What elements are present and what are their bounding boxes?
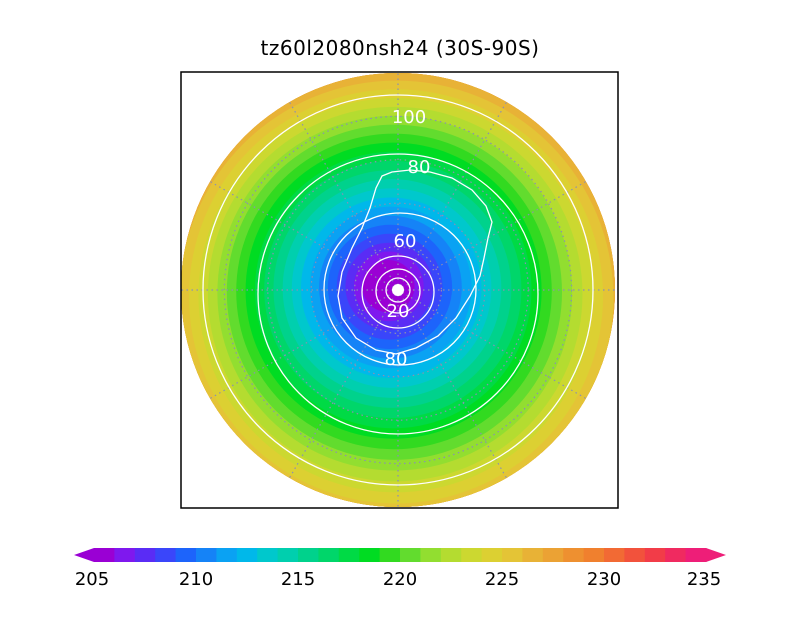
contour-ring	[385, 277, 411, 303]
longitude-line	[209, 180, 399, 291]
contour-ring	[361, 255, 435, 329]
contour-80-loop	[337, 169, 493, 355]
contour-label-center: 20	[387, 301, 410, 322]
colorbar-tick-220: 220	[383, 569, 417, 590]
longitude-line	[288, 101, 399, 291]
colorbar-bin-206	[114, 548, 136, 562]
colorbar-bin-214	[277, 548, 299, 562]
colorbar-tick-235: 235	[687, 569, 721, 590]
colorbar-tick-labels: 205 210 215 220 225 230 235	[75, 569, 721, 590]
latitude-circle	[354, 246, 443, 335]
colorbar-bin-227	[542, 548, 564, 562]
colorbar-bin-211	[216, 548, 238, 562]
colorbar-bin-234	[685, 548, 707, 562]
colorbar-bin-221	[420, 548, 442, 562]
colorbar-bin-218	[359, 548, 381, 562]
colorbar-bin-209	[175, 548, 197, 562]
colorbar-bin-219	[379, 548, 401, 562]
colorbar-bin-230	[604, 548, 625, 562]
colorbar-tick-205: 205	[75, 569, 109, 590]
longitude-line	[288, 289, 399, 479]
colorbar-bin-232	[644, 548, 666, 562]
longitude-line	[397, 289, 587, 400]
colorbar-tick-210: 210	[179, 569, 213, 590]
colorbar-bin-225	[502, 548, 523, 562]
colorbar-tick-225: 225	[485, 569, 519, 590]
colorbar-bin-222	[440, 548, 462, 562]
longitude-line	[397, 180, 587, 291]
contour-60-ring	[323, 212, 477, 366]
colorbar-bin-231	[624, 548, 646, 562]
contour-label-outer: 100	[392, 107, 426, 128]
colorbar-bin-207	[134, 548, 156, 562]
colorbar-bin-220	[400, 548, 421, 562]
colorbar-bin-210	[196, 548, 217, 562]
contour-lines	[202, 94, 594, 486]
contour-ring	[202, 94, 594, 486]
colorbar-bin-224	[481, 548, 503, 562]
pole-marker	[392, 284, 404, 296]
colorbar-bin-208	[155, 548, 177, 562]
colorbar-bin-233	[665, 548, 687, 562]
plot-title: tz60l2080nsh24 (30S-90S)	[260, 36, 540, 60]
colorbar-bin-205	[94, 548, 115, 562]
colorbar-bin-223	[461, 548, 483, 562]
colorbar-extend-low	[74, 548, 94, 562]
contour-label-upper: 80	[408, 157, 431, 178]
colorbar-bin-212	[236, 548, 258, 562]
contour-labels: 100 80 60 20 80	[385, 107, 431, 370]
colorbar-bin-226	[522, 548, 544, 562]
colorbar-bin-213	[257, 548, 279, 562]
longitude-line	[209, 289, 399, 400]
colorbar-bin-228	[563, 548, 585, 562]
lat-lon-grid	[181, 73, 615, 507]
longitude-line	[397, 101, 508, 291]
latitude-circle	[223, 115, 573, 465]
contour-label-lower: 80	[385, 349, 408, 370]
contour-ring	[257, 153, 539, 435]
contour-ring	[375, 268, 421, 314]
map-frame	[180, 71, 619, 509]
colorbar-bin-215	[298, 548, 319, 562]
colorbar-tick-230: 230	[587, 569, 621, 590]
contour-label-inner: 60	[394, 231, 417, 252]
colorbar-bin-229	[583, 548, 605, 562]
colorbar-bin-217	[338, 548, 360, 562]
colorbar-extend-high	[706, 548, 726, 562]
fill-band-205	[362, 260, 415, 313]
latitude-circle	[310, 202, 486, 378]
colorbar-boxes	[74, 548, 726, 562]
longitude-line	[397, 289, 508, 479]
colorbar-bin-216	[318, 548, 340, 562]
colorbar-tick-215: 215	[281, 569, 315, 590]
